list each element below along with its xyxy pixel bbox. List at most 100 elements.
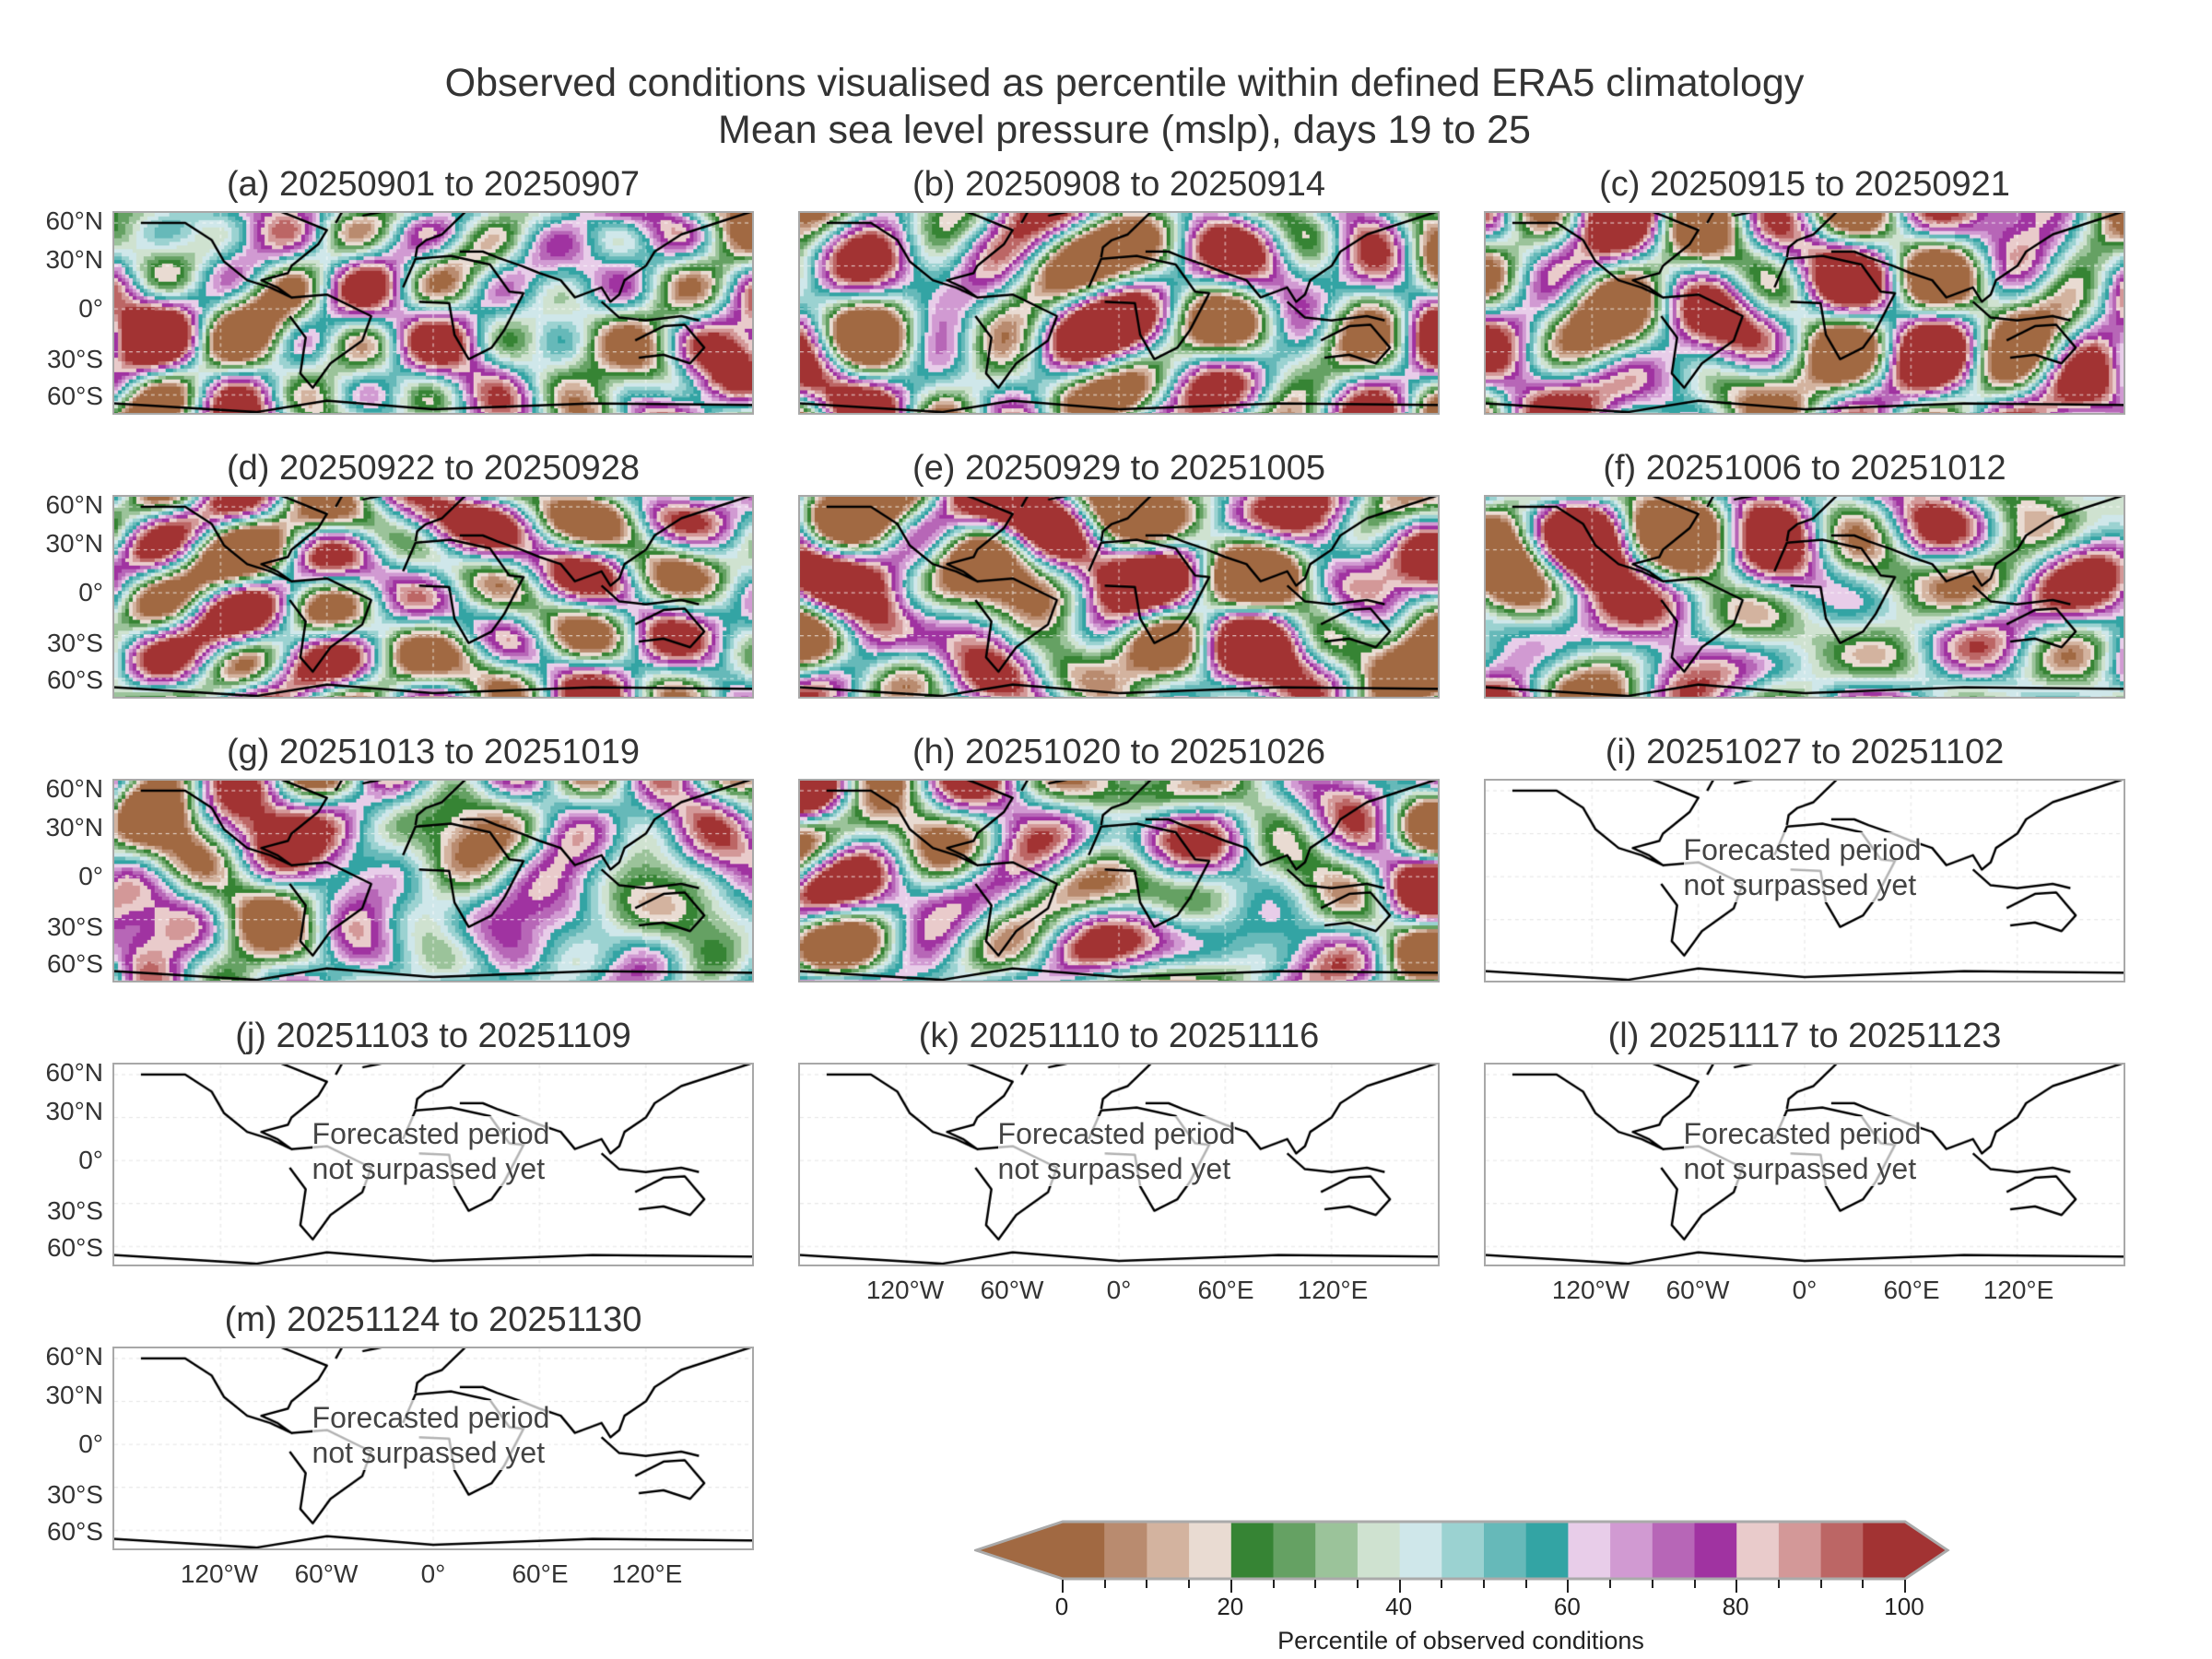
- figure-subtitle: Mean sea level pressure (mslp), days 19 …: [718, 108, 1531, 152]
- colorbar-tick-mark: [1188, 1580, 1191, 1588]
- colorbar-bin: [1568, 1522, 1611, 1579]
- y-tick-label: 60°S: [46, 1517, 103, 1547]
- colorbar-tick-mark: [1483, 1580, 1485, 1588]
- y-tick-label: 30°N: [45, 529, 103, 559]
- percentile-map-panel: [1484, 211, 2125, 415]
- forecast-note: Forecasted period not surpassed yet: [312, 1116, 550, 1187]
- colorbar-tick-mark: [1862, 1580, 1865, 1588]
- colorbar-tick-mark: [1524, 1580, 1527, 1588]
- percentile-map-panel: [112, 495, 754, 699]
- panel-title: (f) 20251006 to 20251012: [1603, 449, 2006, 488]
- panel-title: (m) 20251124 to 20251130: [224, 1300, 642, 1339]
- colorbar-tick-mark: [1146, 1580, 1148, 1588]
- colorbar-outline: [974, 1520, 1950, 1581]
- forecast-note-line: Forecasted period: [1683, 833, 1922, 867]
- colorbar-bin: [1441, 1522, 1485, 1579]
- panel-title: (d) 20250922 to 20250928: [227, 449, 640, 488]
- forecast-note-line: not surpassed yet: [312, 1152, 546, 1186]
- forecast-note-line: Forecasted period: [1683, 1117, 1922, 1151]
- x-tick-label: 60°E: [1197, 1276, 1254, 1304]
- x-tick-label: 120°E: [1983, 1276, 2054, 1304]
- figure-title: Observed conditions visualised as percen…: [444, 61, 1805, 105]
- forecast-map-panel: Forecasted period not surpassed yet: [112, 1063, 754, 1266]
- panel-title: (b) 20250908 to 20250914: [912, 165, 1325, 204]
- colorbar-tick-mark: [1819, 1580, 1822, 1588]
- y-tick-label: 60°S: [46, 382, 103, 411]
- y-tick-label: 30°S: [46, 1480, 103, 1510]
- x-tick-label: 120°W: [865, 1276, 945, 1304]
- colorbar-bin: [1736, 1522, 1780, 1579]
- y-tick-label: 0°: [78, 294, 103, 324]
- y-tick-label: 30°N: [45, 1097, 103, 1126]
- colorbar-bin: [1357, 1522, 1401, 1579]
- forecast-note-line: Forecasted period: [997, 1117, 1236, 1151]
- y-tick-label: 30°S: [46, 1196, 103, 1226]
- panel-title: (j) 20251103 to 20251109: [235, 1017, 631, 1055]
- map-canvas: [114, 213, 752, 413]
- map-canvas: [800, 497, 1438, 697]
- percentile-map-panel: [112, 211, 754, 415]
- colorbar-tick-mark: [1777, 1580, 1780, 1588]
- colorbar-tick-label: 40: [1385, 1593, 1413, 1620]
- panel-title: (a) 20250901 to 20250907: [227, 165, 640, 204]
- colorbar: [974, 1520, 1950, 1581]
- x-tick-label: 0°: [1792, 1276, 1818, 1304]
- x-tick-label: 60°E: [512, 1559, 569, 1588]
- map-canvas: [1486, 213, 2124, 413]
- colorbar-bin: [1778, 1522, 1822, 1579]
- forecast-note-line: Forecasted period: [312, 1401, 550, 1435]
- map-canvas: [114, 781, 752, 981]
- panel-title: (l) 20251117 to 20251123: [1607, 1017, 2002, 1055]
- forecast-note-line: not surpassed yet: [1683, 1152, 1917, 1186]
- colorbar-bin: [1652, 1522, 1695, 1579]
- x-tick-label: 120°W: [1551, 1276, 1630, 1304]
- colorbar-tick-mark: [1062, 1580, 1064, 1593]
- colorbar-tick-label: 100: [1884, 1593, 1924, 1620]
- map-canvas: [1486, 497, 2124, 697]
- percentile-map-panel: [112, 779, 754, 982]
- colorbar-tick-mark: [1398, 1580, 1401, 1593]
- y-tick-label: 60°N: [45, 1342, 103, 1371]
- y-tick-label: 0°: [78, 862, 103, 891]
- forecast-map-panel: Forecasted period not surpassed yet: [1484, 1063, 2125, 1266]
- colorbar-bin: [1399, 1522, 1442, 1579]
- y-tick-label: 30°S: [46, 912, 103, 942]
- forecast-note: Forecasted period not surpassed yet: [312, 1400, 550, 1471]
- y-tick-label: 0°: [78, 1430, 103, 1459]
- x-tick-label: 0°: [420, 1559, 446, 1588]
- panel-title: (i) 20251027 to 20251102: [1605, 733, 2005, 771]
- colorbar-bin: [1525, 1522, 1569, 1579]
- map-canvas: [800, 213, 1438, 413]
- colorbar-tick-mark: [1441, 1580, 1443, 1588]
- y-tick-label: 0°: [78, 1146, 103, 1175]
- colorbar-bin: [1820, 1522, 1864, 1579]
- forecast-note-line: Forecasted period: [312, 1117, 550, 1151]
- x-tick-label: 120°E: [1297, 1276, 1369, 1304]
- panel-title: (c) 20250915 to 20250921: [1599, 165, 2010, 204]
- percentile-map-panel: [798, 495, 1440, 699]
- colorbar-bin: [1189, 1522, 1232, 1579]
- y-tick-label: 0°: [78, 578, 103, 607]
- colorbar-label: Percentile of observed conditions: [1277, 1627, 1644, 1654]
- map-canvas: [800, 781, 1438, 981]
- panel-title: (k) 20251110 to 20251116: [918, 1017, 1320, 1055]
- map-canvas: [114, 497, 752, 697]
- colorbar-tick-mark: [1609, 1580, 1612, 1588]
- colorbar-tick-mark: [1651, 1580, 1653, 1588]
- colorbar-bin: [1104, 1522, 1147, 1579]
- x-tick-label: 0°: [1106, 1276, 1132, 1304]
- y-tick-label: 60°N: [45, 774, 103, 804]
- forecast-note-line: not surpassed yet: [312, 1436, 546, 1470]
- colorbar-tick-mark: [1230, 1580, 1232, 1593]
- forecast-map-panel: Forecasted period not surpassed yet: [1484, 779, 2125, 982]
- colorbar-bin: [1147, 1522, 1190, 1579]
- y-tick-label: 60°N: [45, 490, 103, 520]
- y-tick-label: 60°S: [46, 949, 103, 979]
- colorbar-tick-label: 60: [1553, 1593, 1581, 1620]
- forecast-note-line: not surpassed yet: [997, 1152, 1231, 1186]
- forecast-note: Forecasted period not surpassed yet: [997, 1116, 1236, 1187]
- percentile-map-panel: [798, 211, 1440, 415]
- y-tick-label: 30°N: [45, 245, 103, 275]
- forecast-map-panel: Forecasted period not surpassed yet: [798, 1063, 1440, 1266]
- x-tick-label: 60°W: [1665, 1276, 1730, 1304]
